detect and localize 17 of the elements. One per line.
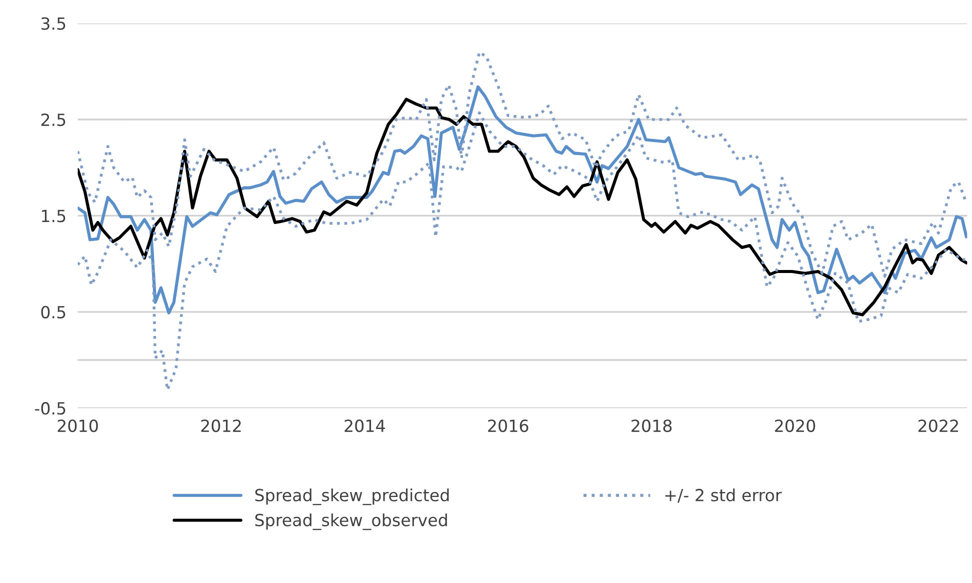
- y-tick-label: 0.5: [41, 306, 66, 318]
- legend-label: Spread_skew_observed: [255, 513, 447, 530]
- y-tick-label: 3.5: [41, 17, 66, 30]
- x-tick-label: 2018: [632, 420, 672, 432]
- x-tick-label: 2016: [488, 420, 528, 432]
- legend-label: +/- 2 std error: [665, 488, 782, 503]
- x-tick-label: 2020: [775, 420, 816, 432]
- line-series: [78, 50, 968, 278]
- x-tick-label: 2014: [344, 420, 385, 432]
- y-tick-label: -0.5: [34, 402, 66, 415]
- y-tick-label: 2.5: [41, 113, 66, 126]
- legend-label: Spread_skew_predicted: [255, 488, 449, 506]
- x-tick-label: 2012: [201, 420, 241, 432]
- x-tick-label: 2022: [918, 420, 958, 432]
- x-tick-label: 2010: [58, 420, 98, 432]
- y-tick-label: 1.5: [42, 210, 66, 222]
- line-series: [78, 111, 966, 392]
